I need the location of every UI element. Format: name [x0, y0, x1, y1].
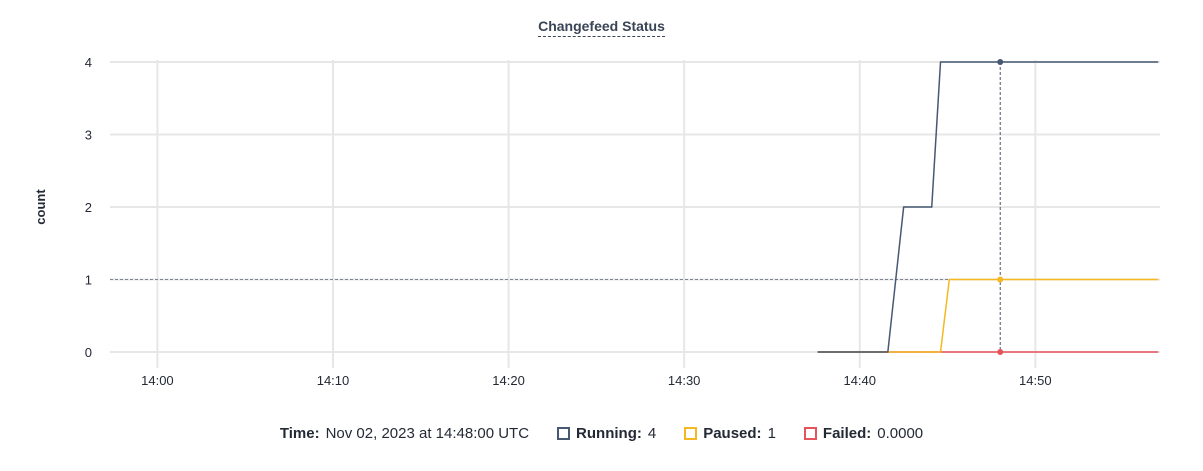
- legend-label: Paused:: [703, 425, 762, 442]
- y-tick-label: 2: [85, 200, 92, 215]
- series-line-paused: [817, 278, 1159, 353]
- x-tick-label: 14:50: [1019, 373, 1052, 388]
- paused-swatch-icon: [684, 427, 698, 440]
- chart-title-wrap: Changefeed Status: [0, 18, 1203, 37]
- y-tick-label: 3: [85, 128, 92, 143]
- legend-item-running[interactable]: Running: 4: [557, 425, 656, 442]
- legend-time-value: Nov 02, 2023 at 14:48:00 UTC: [325, 425, 530, 442]
- running-swatch-icon: [557, 427, 571, 440]
- hover-point-paused: [997, 276, 1004, 283]
- hover-point-running: [997, 59, 1004, 65]
- legend-time: Time: Nov 02, 2023 at 14:48:00 UTC: [280, 425, 529, 442]
- x-tick-label: 14:10: [317, 373, 350, 388]
- legend: Time: Nov 02, 2023 at 14:48:00 UTC Runni…: [0, 425, 1203, 442]
- legend-time-label: Time:: [279, 425, 320, 442]
- legend-item-failed[interactable]: Failed: 0.0000: [803, 425, 924, 442]
- legend-value: 4: [647, 425, 657, 442]
- legend-label: Failed:: [822, 425, 872, 442]
- y-tick-label: 0: [85, 345, 92, 360]
- legend-item-paused[interactable]: Paused: 1: [684, 425, 776, 442]
- x-tick-label: 14:40: [843, 373, 876, 388]
- legend-value: 1: [767, 425, 776, 442]
- chart-title[interactable]: Changefeed Status: [538, 18, 665, 37]
- x-tick-label: 14:00: [141, 373, 174, 388]
- failed-swatch-icon: [803, 427, 817, 440]
- legend-label: Running:: [576, 425, 642, 442]
- series-line-running: [817, 61, 1159, 353]
- legend-value: 0.0000: [877, 425, 924, 442]
- x-tick-label: 14:20: [492, 373, 525, 388]
- y-tick-label: 1: [85, 273, 92, 288]
- chart-plot[interactable]: 0 1 2 3 4 14:00 14:10 14:20 14:30 14:40 14:50 count: [0, 0, 1203, 420]
- y-tick-label: 4: [85, 55, 92, 70]
- x-tick-label: 14:30: [668, 373, 701, 388]
- y-axis-label: count: [33, 189, 48, 225]
- hover-point-failed: [997, 349, 1004, 355]
